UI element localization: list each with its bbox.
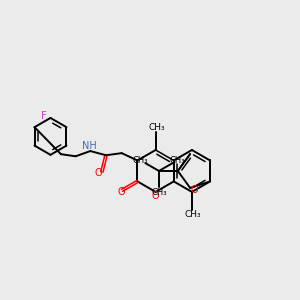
Text: CH₃: CH₃ xyxy=(133,156,148,165)
Text: CH₃: CH₃ xyxy=(148,123,165,132)
Text: O: O xyxy=(118,187,125,197)
Text: O: O xyxy=(94,168,102,178)
Text: NH: NH xyxy=(82,141,97,151)
Text: CH₃: CH₃ xyxy=(185,210,201,219)
Text: F: F xyxy=(41,111,47,121)
Text: O: O xyxy=(190,185,198,195)
Text: CH₃: CH₃ xyxy=(151,188,167,197)
Text: CH₃: CH₃ xyxy=(170,156,185,165)
Text: O: O xyxy=(152,191,159,201)
